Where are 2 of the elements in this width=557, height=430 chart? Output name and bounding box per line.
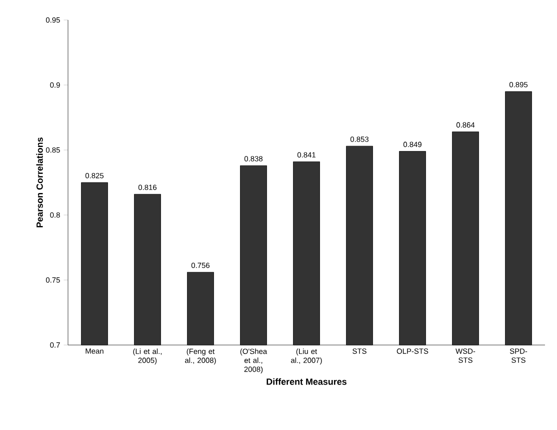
y-axis-title: Pearson Correlations (36, 138, 43, 228)
x-axis-title: Different Measures (266, 378, 346, 385)
